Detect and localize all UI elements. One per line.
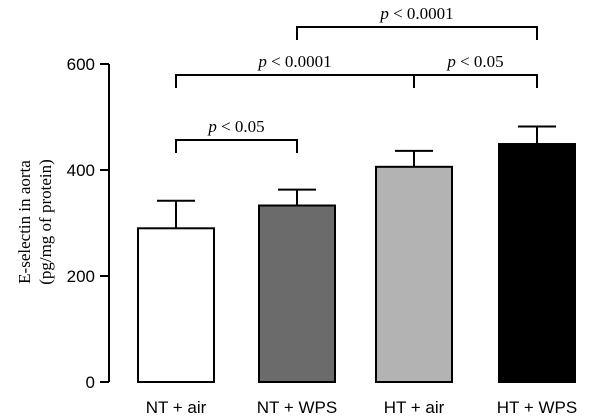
significance-label: p < 0.0001: [379, 4, 453, 23]
significance-bracket: [175, 74, 415, 88]
significance-bracket: [175, 139, 298, 153]
y-axis-title-line2: (pg/mg of protein): [36, 159, 55, 285]
x-tick-label: HT + air: [384, 398, 445, 417]
bar: [498, 143, 576, 383]
x-tick-label: NT + WPS: [257, 398, 337, 417]
bar: [137, 227, 215, 383]
y-tick-label: 200: [67, 267, 95, 286]
significance-label: p < 0.05: [207, 117, 264, 136]
y-tick-label: 600: [67, 55, 95, 74]
plot-area: 0 200 400 600 NT + air NT + WPS HT + air HT + W…: [67, 4, 578, 417]
bar: [375, 165, 453, 383]
y-axis-title-line1: E-selectin in aorta: [15, 160, 34, 284]
y-tick-label: 400: [67, 161, 95, 180]
significance-bracket: [413, 74, 538, 88]
y-tick-label: 0: [86, 373, 95, 392]
x-tick-label: NT + air: [146, 398, 207, 417]
bar: [258, 204, 336, 383]
significance-label: p < 0.0001: [257, 52, 331, 71]
x-tick-label: HT + WPS: [497, 398, 577, 417]
significance-bracket: [296, 26, 538, 40]
y-axis-title: E-selectin in aorta (pg/mg of protein): [15, 159, 55, 285]
significance-label: p < 0.05: [446, 52, 503, 71]
